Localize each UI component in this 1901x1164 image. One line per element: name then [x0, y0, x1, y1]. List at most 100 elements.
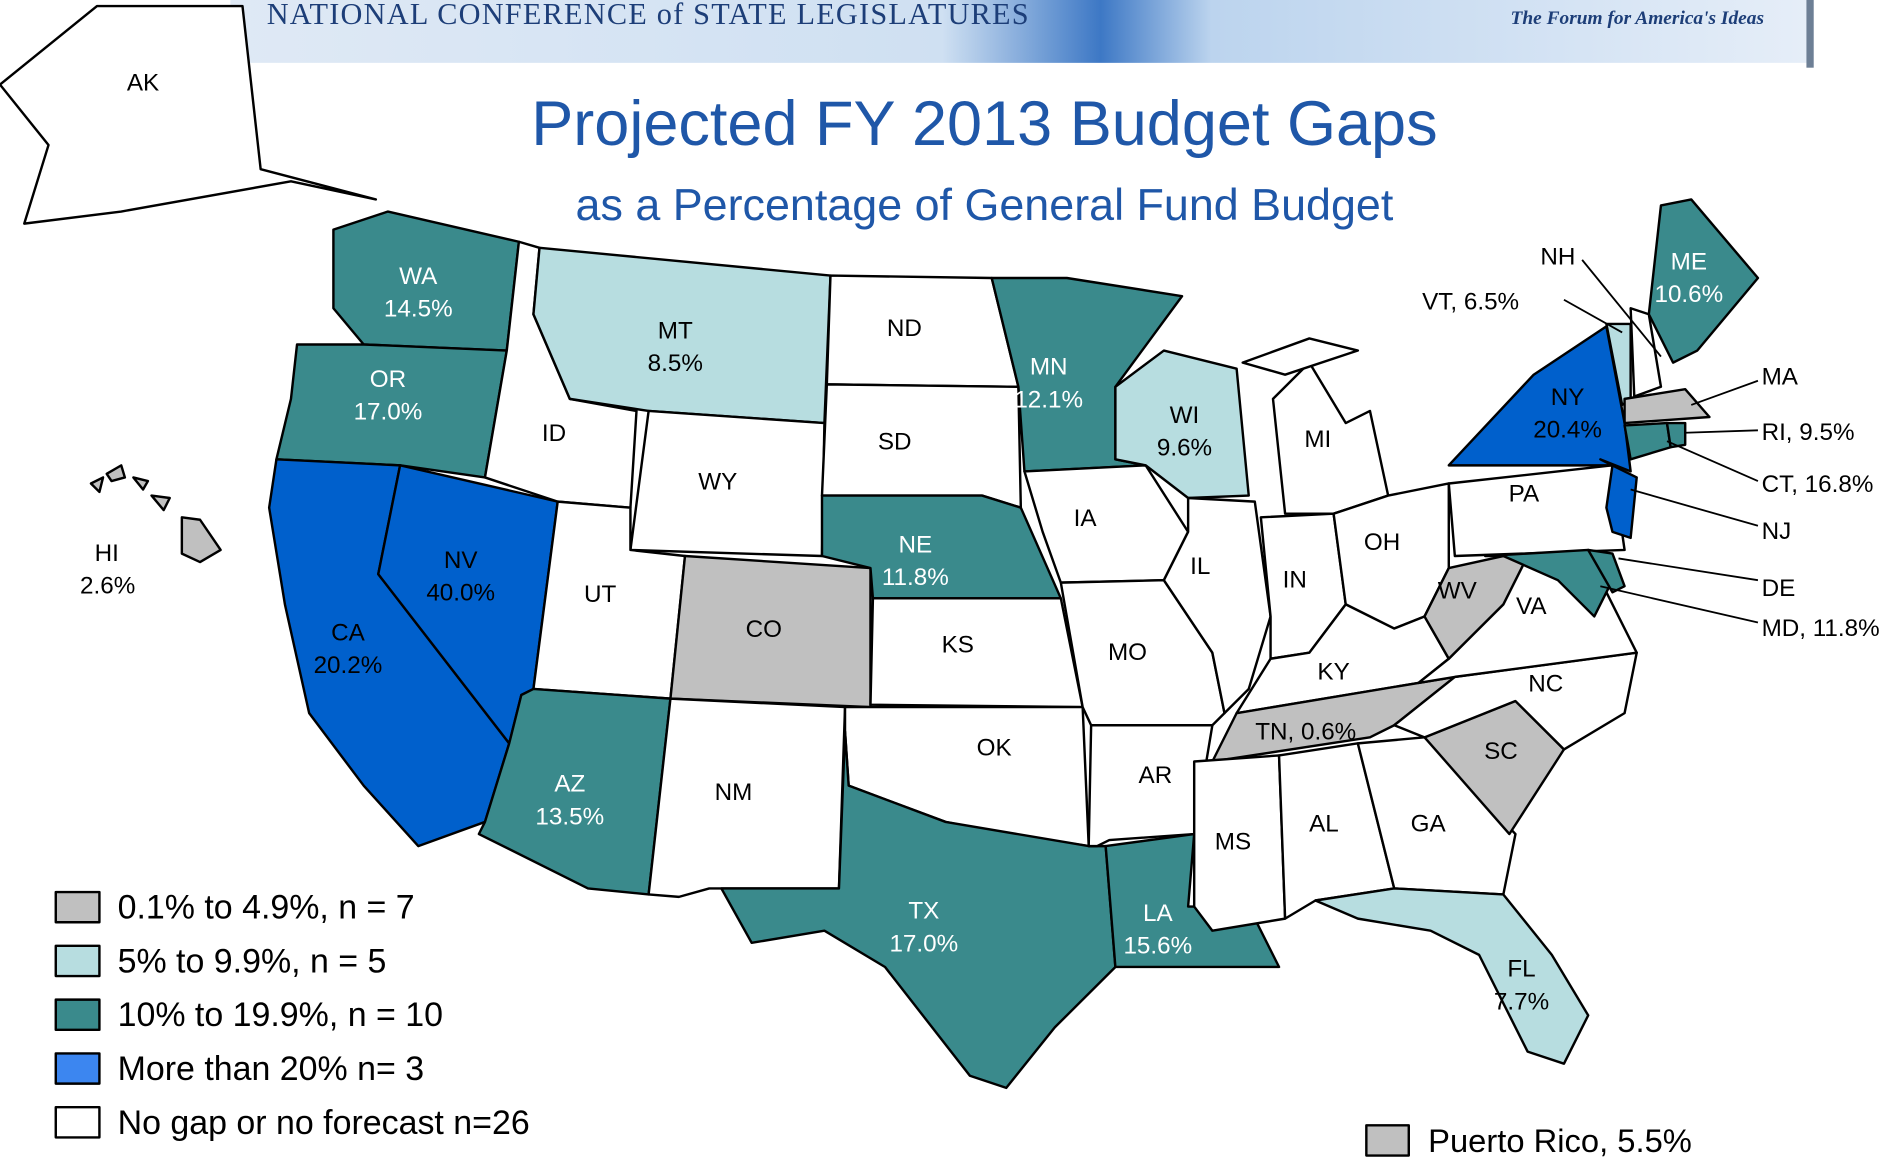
state-shape — [825, 274, 1020, 388]
state-shape — [1447, 325, 1632, 473]
state-label: FL — [1507, 956, 1535, 983]
tagline: The Forum for America's Ideas — [1510, 8, 1764, 29]
state-label: OH — [1364, 529, 1400, 556]
state-label: NM — [715, 779, 753, 806]
state-label: MI — [1304, 426, 1331, 453]
state-label: TX — [908, 898, 939, 925]
legend-label: 0.1% to 4.9%, n = 7 — [118, 889, 415, 927]
state-label: WV — [1438, 577, 1478, 604]
state-shape — [720, 730, 1117, 1090]
state-value: 15.6% — [1123, 933, 1192, 960]
state-shape — [1314, 887, 1590, 1065]
state-label: MN — [1030, 354, 1068, 381]
state-label: AL — [1309, 811, 1339, 838]
legend-swatch — [54, 1052, 101, 1085]
state-label: RI, 9.5% — [1762, 419, 1855, 446]
state-label: MS — [1215, 829, 1251, 856]
state-label: NE — [899, 531, 933, 558]
state-shape — [1623, 388, 1711, 425]
state-label: ND — [887, 315, 922, 342]
state-label: IA — [1074, 505, 1098, 532]
state-label: KY — [1317, 658, 1349, 685]
state-label: GA — [1411, 811, 1447, 838]
leader-line — [1666, 440, 1759, 482]
state-label: ID — [542, 420, 566, 447]
leader-line — [1581, 259, 1662, 358]
state-shape — [1241, 337, 1360, 376]
state-shape — [89, 476, 105, 494]
state-value: 10.6% — [1654, 281, 1723, 308]
state-shape — [180, 516, 222, 564]
state-label: WI — [1170, 402, 1200, 429]
state-label: KS — [942, 632, 974, 659]
state-label: MT — [658, 317, 693, 344]
state-value: 17.0% — [889, 930, 958, 957]
state-shape — [105, 464, 127, 483]
state-value: 20.2% — [314, 652, 383, 679]
state-shape — [275, 343, 508, 479]
legend-swatch — [54, 1105, 101, 1139]
state-value: 11.8% — [882, 564, 949, 591]
state-label: NY — [1551, 384, 1585, 411]
leader-line — [1685, 429, 1758, 434]
organization: NATIONAL CONFERENCE of STATE LEGISLATURE… — [267, 0, 1030, 31]
state-value: 2.6% — [80, 573, 135, 600]
state-label: CA — [331, 620, 366, 647]
state-value: 8.5% — [648, 350, 703, 377]
state-shape — [1087, 724, 1214, 848]
state-value: 20.4% — [1533, 417, 1602, 444]
state-shape — [0, 4, 378, 225]
state-labels: WA 14.5% OR 17.0% CA 20.2% NV 40.0% ID MT 8.5% WY UT… — [80, 70, 1880, 1016]
state-label: PA — [1509, 481, 1540, 508]
state-shape — [1114, 349, 1250, 500]
state-value: 13.5% — [535, 803, 604, 830]
state-value: 14.5% — [384, 296, 453, 323]
state-shape — [1623, 421, 1672, 461]
state-label: SC — [1484, 738, 1518, 765]
state-label: WA — [399, 263, 438, 290]
state-label: DE — [1762, 575, 1796, 602]
states — [0, 4, 1760, 1090]
state-label: CO — [746, 616, 782, 643]
state-label: AK — [127, 70, 159, 97]
territory-swatch — [1365, 1124, 1410, 1157]
legend-label: 10% to 19.9%, n = 10 — [118, 996, 443, 1034]
legend-swatch — [54, 890, 101, 924]
state-label: MD, 11.8% — [1762, 615, 1880, 642]
state-shape — [1629, 307, 1663, 398]
legend-swatch — [54, 944, 101, 978]
state-shape — [1647, 198, 1760, 364]
leader-line — [1563, 298, 1623, 334]
state-label: OK — [977, 734, 1012, 761]
state-label: MA — [1762, 363, 1799, 390]
state-shape — [1162, 496, 1272, 715]
state-label: CT, 16.8% — [1762, 471, 1874, 498]
state-label: LA — [1143, 900, 1174, 927]
state-label: IL — [1190, 553, 1210, 580]
banner — [230, 0, 1813, 63]
state-label: ME — [1671, 249, 1707, 276]
state-value: 12.1% — [1014, 386, 1083, 413]
state-label: UT — [584, 581, 617, 608]
state-label: NH — [1540, 244, 1575, 271]
state-label: OR — [370, 366, 406, 393]
state-value: 7.7% — [1494, 988, 1549, 1015]
state-label: HI — [95, 540, 119, 567]
title: Projected FY 2013 Budget Gaps — [531, 89, 1437, 159]
subtitle: as a Percentage of General Fund Budget — [576, 180, 1394, 230]
territory-label: Puerto Rico, 5.5% — [1428, 1122, 1692, 1159]
legend-swatch — [54, 998, 101, 1032]
state-shape — [1023, 464, 1190, 584]
leader-line — [1618, 557, 1759, 582]
leader-line — [1690, 379, 1759, 406]
state-value: 9.6% — [1157, 435, 1212, 462]
state-shape — [1104, 832, 1281, 969]
state-value: 17.0% — [354, 398, 423, 425]
legend-label: No gap or no forecast n=26 — [118, 1104, 530, 1142]
state-shape — [820, 383, 1023, 509]
state-label: VT, 6.5% — [1422, 288, 1519, 315]
state-label: NJ — [1762, 518, 1792, 545]
legend: 0.1% to 4.9%, n = 7 5% to 9.9%, n = 5 10% … — [54, 889, 530, 1142]
state-shape — [1665, 421, 1687, 449]
